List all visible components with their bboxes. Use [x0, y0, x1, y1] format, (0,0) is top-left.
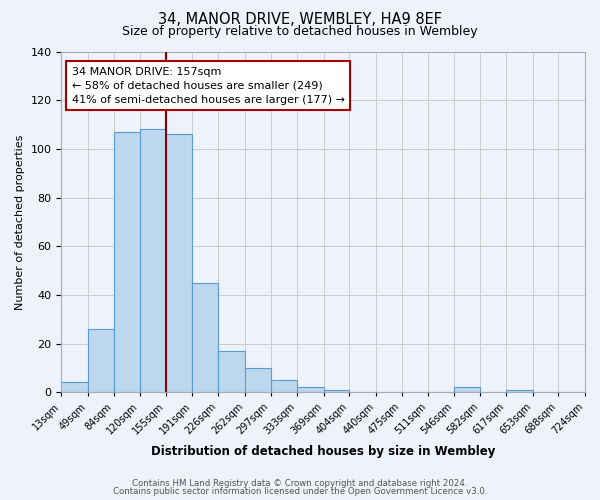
- Bar: [323, 390, 349, 392]
- X-axis label: Distribution of detached houses by size in Wembley: Distribution of detached houses by size …: [151, 444, 496, 458]
- Text: 34 MANOR DRIVE: 157sqm
← 58% of detached houses are smaller (249)
41% of semi-de: 34 MANOR DRIVE: 157sqm ← 58% of detached…: [72, 67, 345, 105]
- Bar: [454, 388, 481, 392]
- Bar: [140, 130, 166, 392]
- Bar: [245, 368, 271, 392]
- Bar: [61, 382, 88, 392]
- Bar: [218, 351, 245, 392]
- Bar: [113, 132, 140, 392]
- Text: 34, MANOR DRIVE, WEMBLEY, HA9 8EF: 34, MANOR DRIVE, WEMBLEY, HA9 8EF: [158, 12, 442, 28]
- Bar: [193, 282, 218, 392]
- Bar: [506, 390, 533, 392]
- Text: Contains public sector information licensed under the Open Government Licence v3: Contains public sector information licen…: [113, 487, 487, 496]
- Text: Size of property relative to detached houses in Wembley: Size of property relative to detached ho…: [122, 25, 478, 38]
- Bar: [166, 134, 193, 392]
- Bar: [88, 329, 113, 392]
- Bar: [271, 380, 297, 392]
- Y-axis label: Number of detached properties: Number of detached properties: [15, 134, 25, 310]
- Bar: [297, 388, 323, 392]
- Text: Contains HM Land Registry data © Crown copyright and database right 2024.: Contains HM Land Registry data © Crown c…: [132, 478, 468, 488]
